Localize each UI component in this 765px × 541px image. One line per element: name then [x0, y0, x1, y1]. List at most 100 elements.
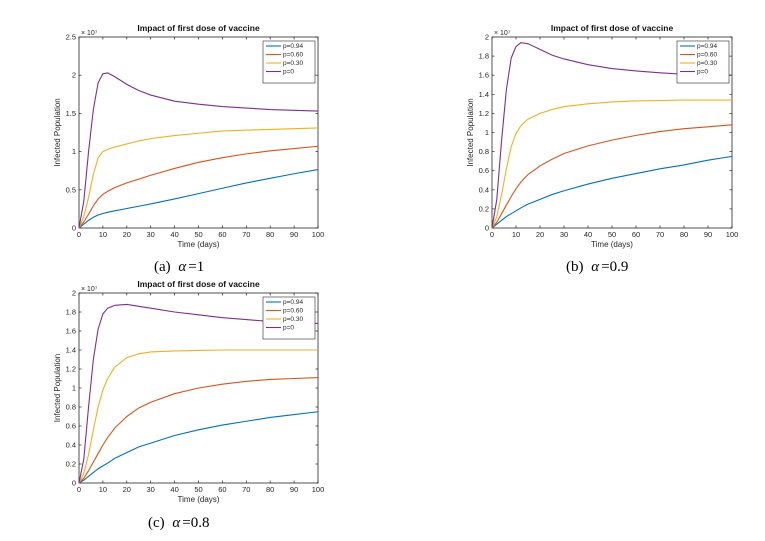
- legend-entry: p=0.60: [697, 52, 717, 59]
- y-tick-label: 2.5: [66, 33, 76, 42]
- y-axis-label: Infected Population: [53, 354, 62, 423]
- legend-entry: p=0.94: [283, 299, 303, 306]
- x-tick-label: 50: [194, 485, 202, 494]
- caption-label: (b): [566, 259, 587, 275]
- y-tick-label: 0: [72, 479, 76, 488]
- y-exponent-label: × 10⁷: [81, 30, 98, 37]
- y-tick-label: 0.8: [66, 403, 76, 412]
- y-tick-label: 1.6: [479, 71, 489, 80]
- y-tick-label: 2: [72, 71, 76, 80]
- series-line-p=0: [78, 72, 319, 229]
- y-tick-label: 1: [72, 384, 76, 393]
- legend-entry: p=0.94: [697, 43, 717, 50]
- y-tick-label: 1.5: [66, 109, 76, 118]
- series-line-p=0.94: [491, 155, 733, 229]
- y-tick-label: 1.4: [66, 346, 76, 355]
- y-tick-label: 1: [485, 128, 489, 137]
- x-tick-label: 60: [218, 485, 226, 494]
- y-tick-label: 1: [72, 147, 76, 156]
- legend-box: [676, 40, 730, 84]
- x-tick-label: 100: [726, 230, 739, 239]
- x-tick-label: 90: [704, 230, 712, 239]
- legend-box: [262, 40, 316, 84]
- legend-entry: p=0.94: [283, 43, 303, 50]
- series-line-p=0.94: [78, 169, 319, 229]
- y-tick-label: 0.2: [66, 460, 76, 469]
- x-tick-label: 10: [99, 485, 107, 494]
- x-tick-label: 90: [290, 485, 298, 494]
- y-tick-label: 2: [485, 33, 489, 42]
- y-tick-label: 0: [485, 224, 489, 233]
- legend: p=0.94 p=0.60p=0.30 p=0: [676, 40, 730, 84]
- chart-title: Impact of first dose of vaccine: [137, 279, 260, 289]
- x-tick-label: 10: [512, 230, 520, 239]
- y-tick-label: 0.5: [66, 185, 76, 194]
- legend-entry: p=0.30: [283, 316, 303, 323]
- series-line-p=0: [78, 303, 319, 484]
- caption-label: (c): [148, 515, 168, 531]
- legend-box: [262, 296, 316, 340]
- x-tick-label: 50: [194, 230, 202, 239]
- x-axis-label: Time (days): [178, 495, 220, 504]
- x-axis-label: Time (days): [178, 240, 220, 249]
- x-tick-label: 30: [147, 230, 155, 239]
- y-tick-label: 1.6: [66, 327, 76, 336]
- caption-alpha-value: =0.8: [182, 515, 209, 531]
- x-tick-label: 80: [266, 485, 274, 494]
- x-tick-label: 100: [312, 230, 325, 239]
- x-tick-label: 70: [656, 230, 664, 239]
- x-tick-label: 60: [632, 230, 640, 239]
- legend-entry: p=0: [697, 69, 708, 76]
- y-tick-label: 0: [72, 224, 76, 233]
- caption-alpha-symbol: α: [178, 259, 187, 275]
- y-tick-label: 0.4: [66, 441, 76, 450]
- y-axis-label: Infected Population: [53, 98, 62, 167]
- x-tick-label: 50: [608, 230, 616, 239]
- x-tick-label: 40: [170, 230, 178, 239]
- y-tick-label: 1.4: [479, 90, 489, 99]
- y-tick-label: 0.6: [66, 422, 76, 431]
- legend: p=0.94 p=0.60p=0.30 p=0: [262, 40, 316, 84]
- figure-caption: (a) α =1: [154, 259, 204, 275]
- x-tick-label: 40: [170, 485, 178, 494]
- y-exponent-label: × 10⁷: [494, 30, 511, 37]
- x-tick-label: 20: [123, 485, 131, 494]
- figure-caption: (b) α =0.9: [566, 259, 628, 275]
- caption-alpha-value: =1: [188, 259, 204, 275]
- x-tick-label: 0: [77, 485, 81, 494]
- caption-alpha-symbol: α: [172, 515, 181, 531]
- x-axis-label: Time (days): [591, 240, 633, 249]
- legend: p=0.94 p=0.60p=0.30 p=0: [262, 296, 316, 340]
- x-tick-label: 80: [680, 230, 688, 239]
- series-line-p=0.94: [78, 411, 319, 484]
- y-tick-label: 2: [72, 289, 76, 298]
- legend-entry: p=0: [283, 69, 294, 76]
- y-tick-label: 0.6: [479, 166, 489, 175]
- legend-entry: p=0.30: [697, 60, 717, 67]
- x-tick-label: 20: [536, 230, 544, 239]
- series-line-p=0.30: [78, 349, 318, 484]
- caption-label: (a): [154, 259, 174, 275]
- x-tick-label: 30: [560, 230, 568, 239]
- x-tick-label: 90: [290, 230, 298, 239]
- chart-title: Impact of first dose of vaccine: [137, 23, 260, 33]
- x-tick-label: 80: [266, 230, 274, 239]
- y-tick-label: 1.8: [479, 52, 489, 61]
- figure-caption: (c) α =0.8: [148, 515, 210, 531]
- x-tick-label: 100: [312, 485, 325, 494]
- x-tick-label: 0: [77, 230, 81, 239]
- caption-alpha-symbol: α: [591, 259, 600, 275]
- y-exponent-label: × 10⁷: [81, 286, 98, 293]
- series-line-p=0.60: [491, 124, 733, 229]
- legend-entry: p=0.60: [283, 308, 303, 315]
- y-tick-label: 0.4: [479, 185, 489, 194]
- caption-alpha-value: =0.9: [601, 259, 628, 275]
- x-tick-label: 0: [490, 230, 494, 239]
- x-tick-label: 60: [218, 230, 226, 239]
- x-tick-label: 40: [584, 230, 592, 239]
- y-axis-label: Infected Population: [466, 98, 475, 167]
